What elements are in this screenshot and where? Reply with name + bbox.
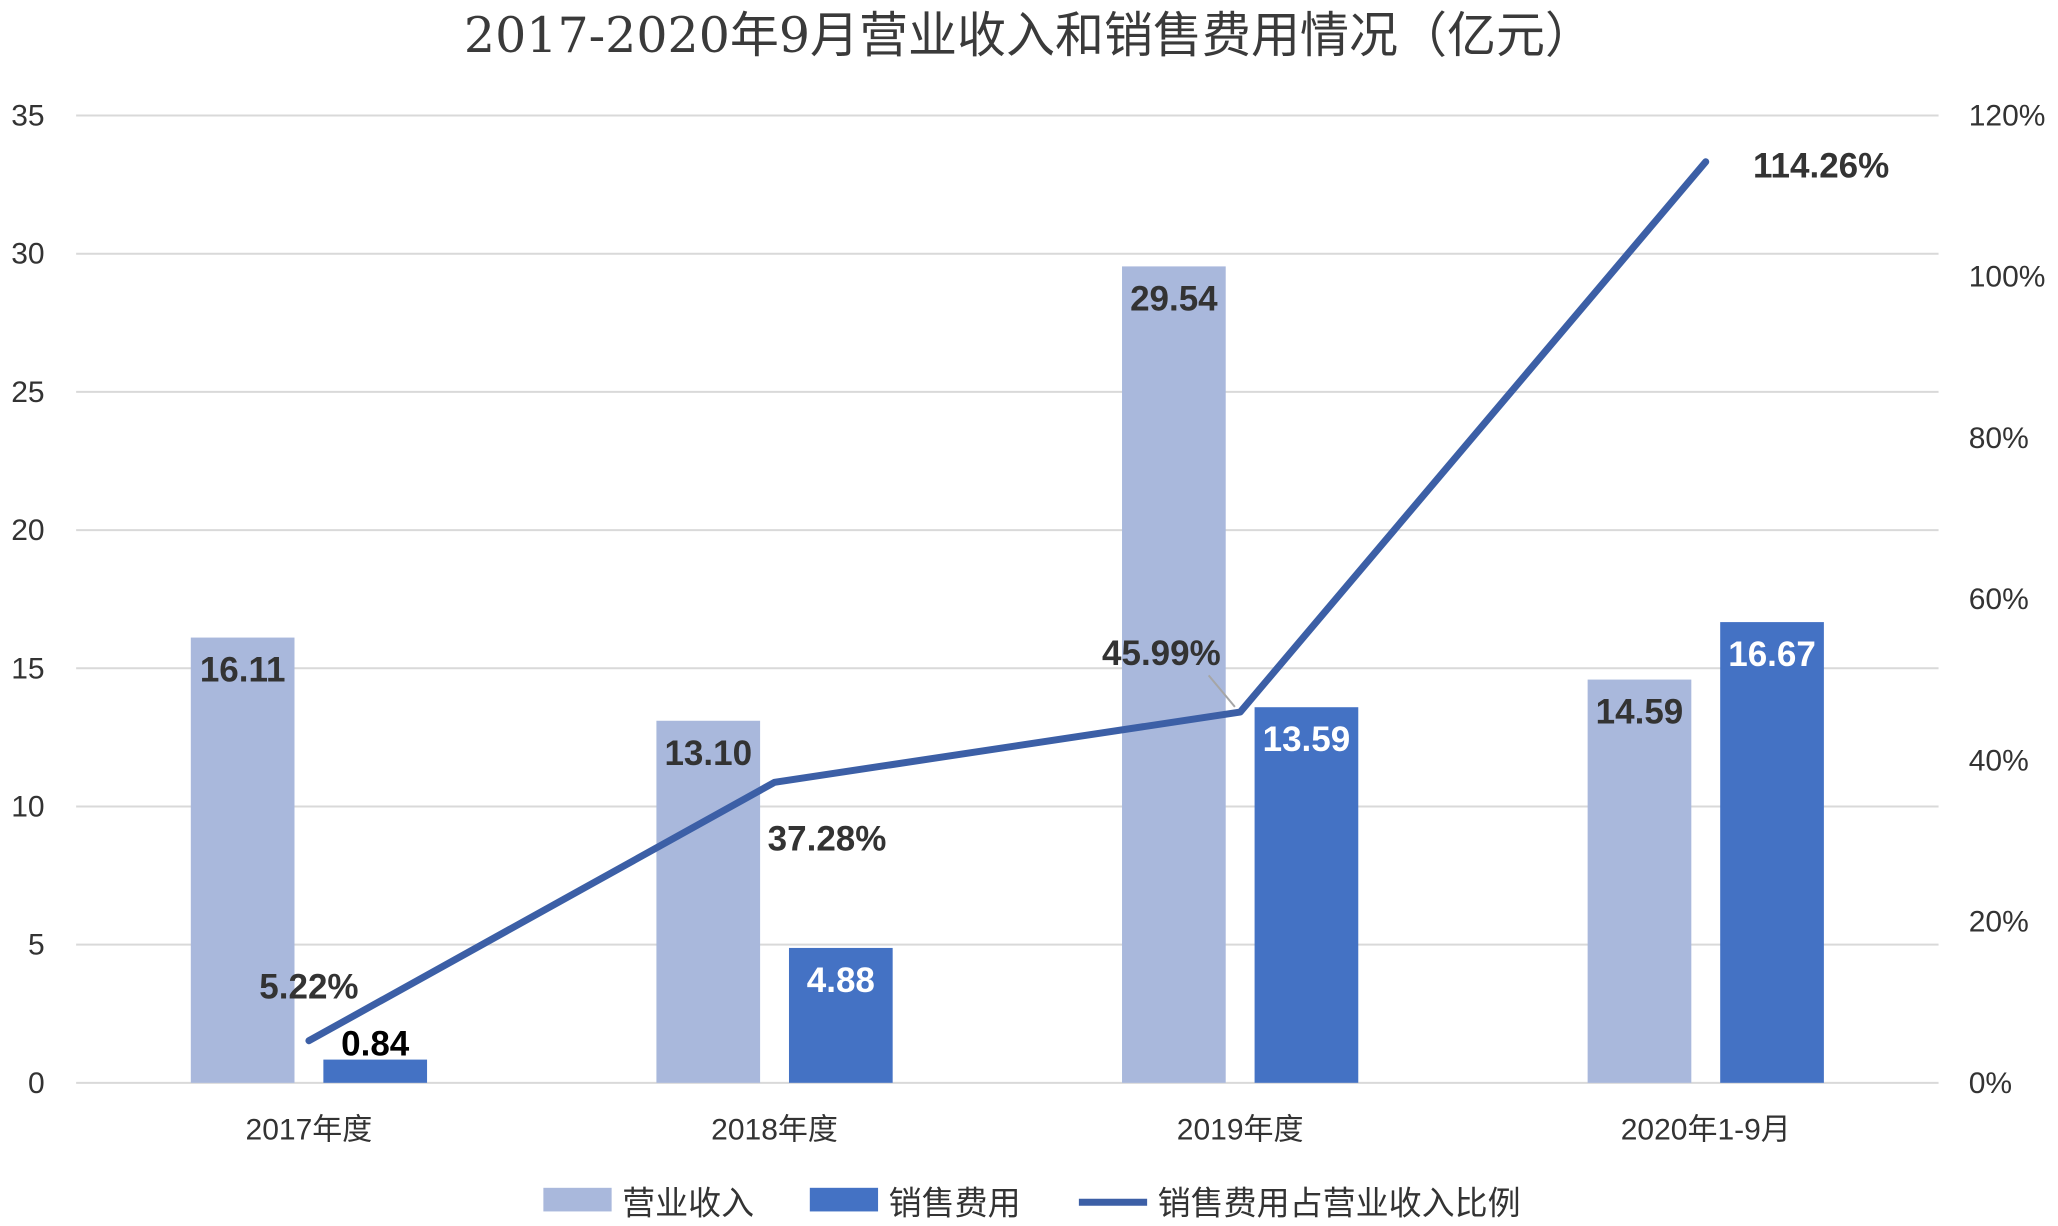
left-axis-tick-label: 15 bbox=[11, 652, 44, 685]
left-axis-tick-label: 35 bbox=[11, 100, 44, 133]
revenue-bar bbox=[190, 637, 295, 1083]
category-labels: 2017年度 2018年度 2019年度 2020年1-9月 bbox=[246, 1113, 1791, 1146]
legend-swatch-sales-expense bbox=[809, 1187, 879, 1212]
revenue-bar-label: 13.10 bbox=[664, 734, 752, 773]
bars bbox=[190, 266, 1824, 1083]
left-axis-tick-label: 20 bbox=[11, 514, 44, 547]
gridlines bbox=[76, 114, 1939, 1084]
sales-expense-bar-label: 16.67 bbox=[1728, 635, 1816, 674]
legend: 营业收入 销售费用 销售费用占营业收入比例 bbox=[543, 1184, 1521, 1221]
revenue-bar-label: 14.59 bbox=[1596, 693, 1684, 732]
sales-expense-bar-label: 13.59 bbox=[1263, 720, 1351, 759]
ratio-line bbox=[305, 158, 1710, 1045]
left-axis-ticks: 0 5 10 15 20 25 30 35 bbox=[11, 100, 44, 1100]
left-axis-tick-label: 5 bbox=[28, 929, 45, 962]
revenue-bar-label: 29.54 bbox=[1130, 279, 1218, 318]
sales-expense-bar bbox=[1720, 622, 1824, 1083]
left-axis-tick-label: 0 bbox=[28, 1067, 45, 1100]
sales-expense-bar bbox=[788, 947, 893, 1083]
ratio-label: 45.99% bbox=[1102, 634, 1221, 673]
sales-expense-bar bbox=[323, 1059, 428, 1083]
category-label: 2019年度 bbox=[1177, 1113, 1304, 1146]
right-axis-tick-label: 100% bbox=[1969, 261, 2046, 294]
revenue-bar bbox=[1587, 679, 1692, 1083]
data-labels: 16.11 0.84 13.10 4.88 29.54 13.59 14.59 16.67 5.… bbox=[200, 147, 1889, 1064]
right-axis-tick-label: 60% bbox=[1969, 583, 2029, 616]
right-axis-tick-label: 20% bbox=[1969, 906, 2029, 939]
ratio-label-leader bbox=[1207, 674, 1236, 708]
right-axis-tick-label: 120% bbox=[1969, 100, 2046, 133]
left-axis-tick-label: 25 bbox=[11, 376, 44, 409]
revenue-bar bbox=[1122, 266, 1226, 1083]
revenue-bar bbox=[656, 720, 761, 1083]
right-axis-tick-label: 0% bbox=[1969, 1067, 2012, 1100]
sales-expense-bar-label: 4.88 bbox=[807, 961, 875, 1000]
legend-label-sales-expense: 销售费用 bbox=[889, 1184, 1021, 1221]
legend-label-revenue: 营业收入 bbox=[622, 1184, 754, 1221]
legend-swatch-revenue bbox=[543, 1187, 612, 1212]
ratio-label: 37.28% bbox=[768, 820, 887, 859]
chart-title: 2017-2020年9月营业收入和销售费用情况（亿元） bbox=[464, 7, 1594, 64]
sales-expense-bar-label: 0.84 bbox=[341, 1025, 410, 1064]
right-axis-tick-label: 40% bbox=[1969, 744, 2029, 777]
category-label: 2020年1-9月 bbox=[1621, 1113, 1791, 1146]
right-axis-ticks: 0% 20% 40% 60% 80% 100% 120% bbox=[1969, 100, 2046, 1100]
ratio-series-line bbox=[305, 158, 1710, 1045]
ratio-label: 5.22% bbox=[259, 968, 358, 1007]
legend-label-ratio: 销售费用占营业收入比例 bbox=[1158, 1184, 1521, 1221]
sales-expense-bar bbox=[1254, 707, 1359, 1083]
right-axis-tick-label: 80% bbox=[1969, 422, 2029, 455]
left-axis-tick-label: 30 bbox=[11, 238, 44, 271]
category-label: 2018年度 bbox=[711, 1113, 838, 1146]
revenue-bar-label: 16.11 bbox=[200, 651, 286, 690]
category-label: 2017年度 bbox=[246, 1113, 373, 1146]
ratio-label: 114.26% bbox=[1753, 147, 1889, 186]
left-axis-tick-label: 10 bbox=[11, 790, 44, 823]
